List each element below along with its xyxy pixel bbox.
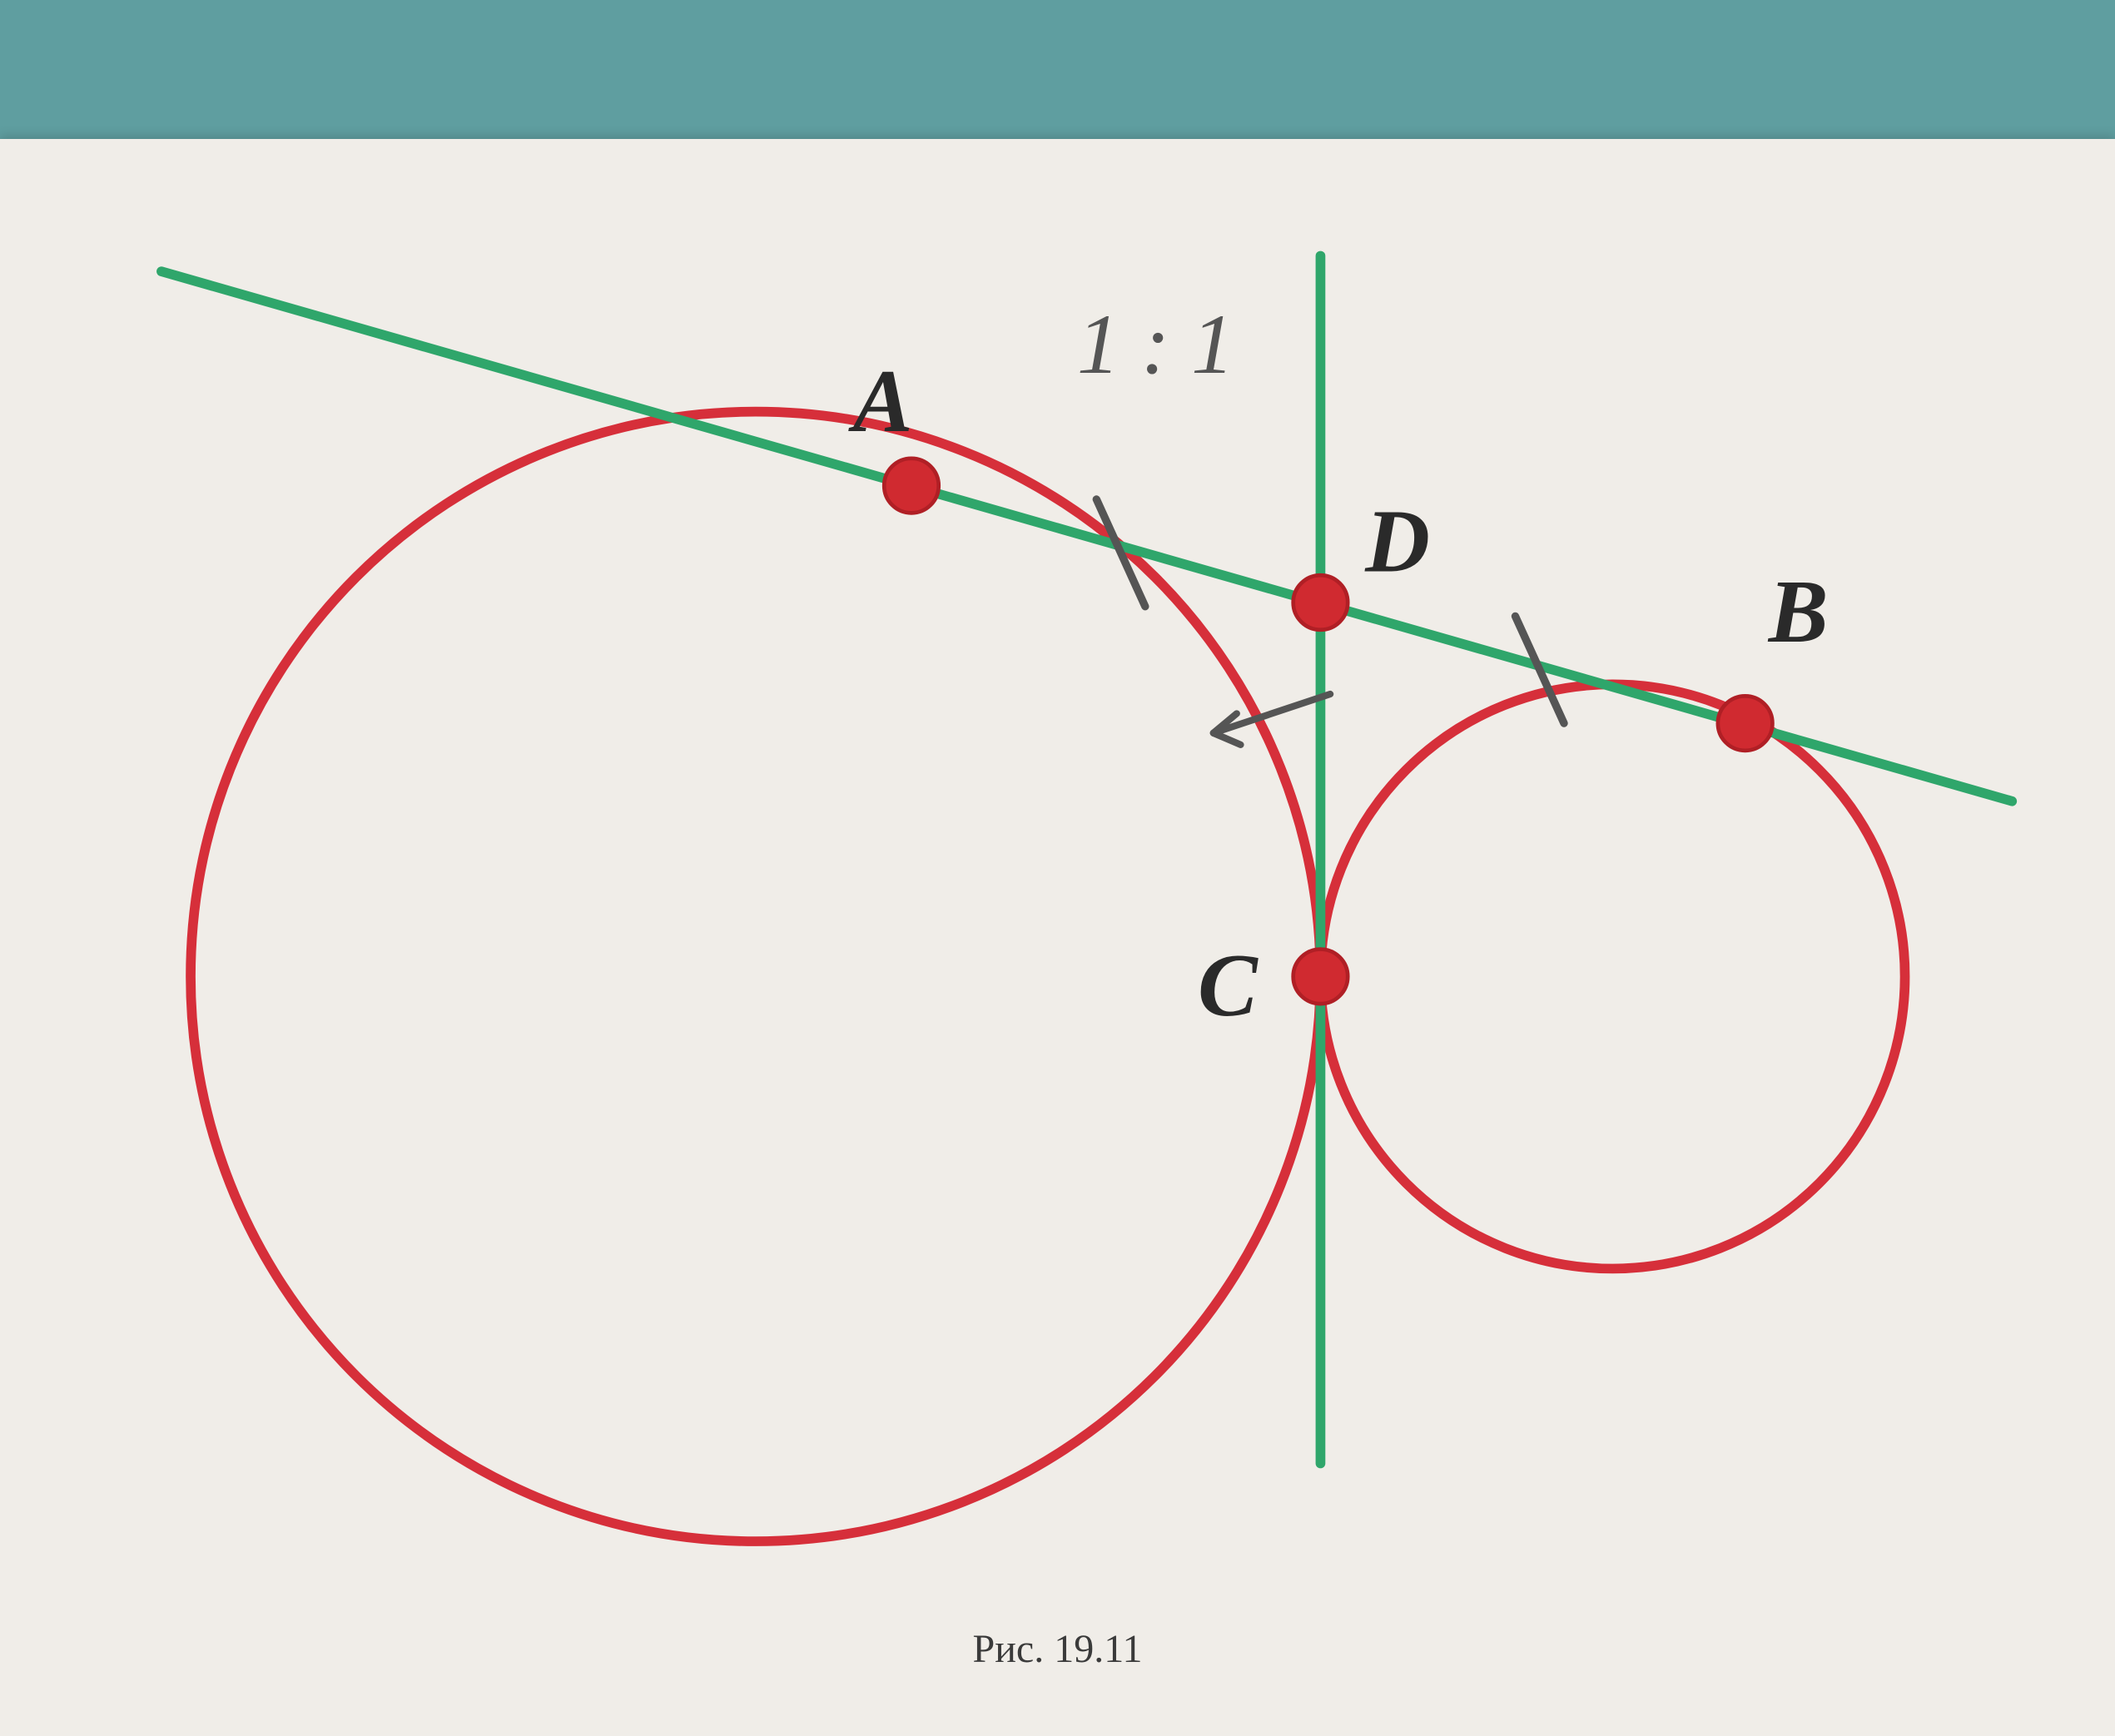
point-d: [1293, 575, 1348, 630]
large-circle: [191, 412, 1320, 1541]
geometry-diagram: 1 : 1 A B C D: [0, 139, 2115, 1736]
point-b: [1718, 696, 1773, 751]
figure-caption: Рис. 19.11: [0, 1626, 2115, 1672]
point-a: [884, 459, 939, 513]
handwritten-arrow: [1214, 694, 1330, 733]
point-d-label: D: [1364, 492, 1430, 591]
point-b-label: B: [1768, 563, 1829, 662]
point-a-label: A: [848, 352, 913, 451]
small-circle: [1320, 684, 1904, 1268]
point-c-label: C: [1198, 936, 1259, 1035]
handwritten-ratio: 1 : 1: [1077, 297, 1234, 392]
paper-page: 1 : 1 A B C D Рис. 19.11: [0, 139, 2115, 1736]
point-c: [1293, 949, 1348, 1004]
